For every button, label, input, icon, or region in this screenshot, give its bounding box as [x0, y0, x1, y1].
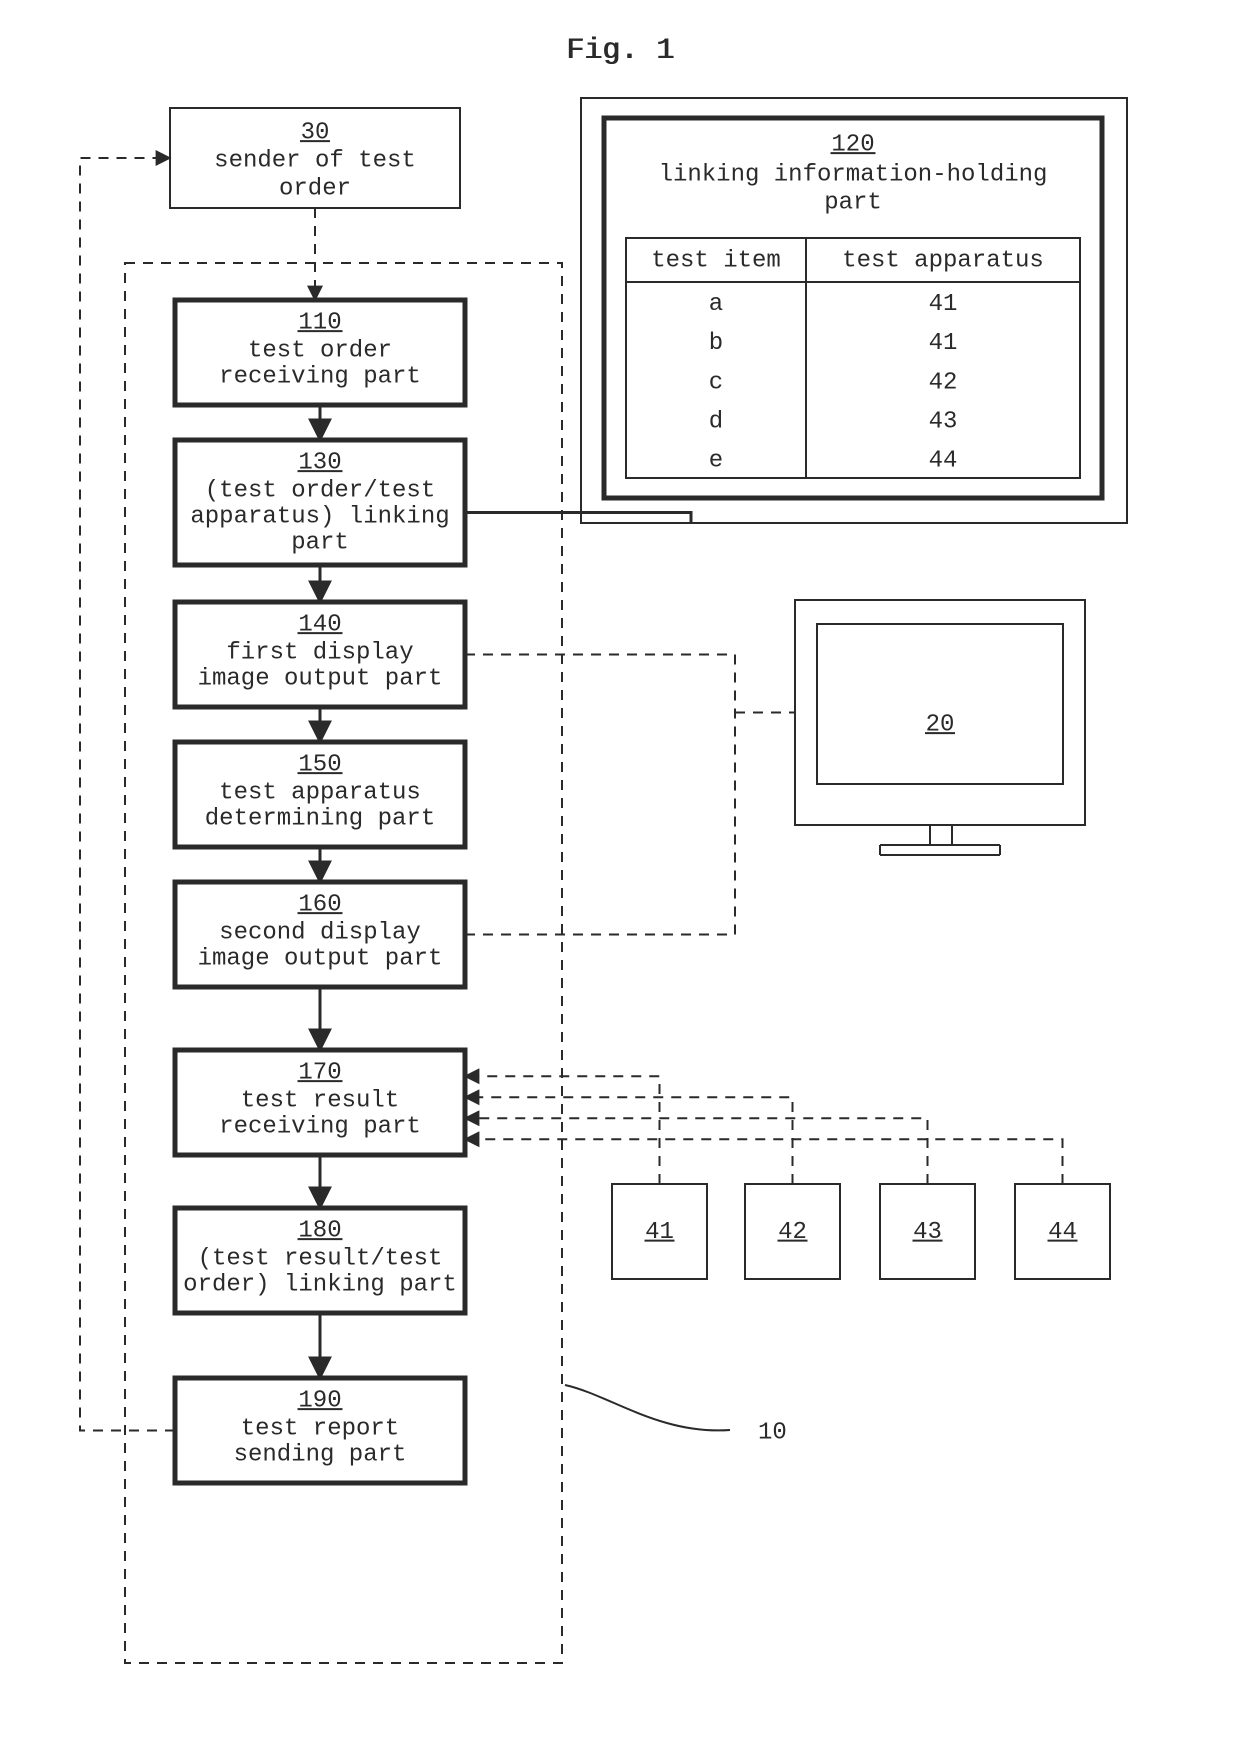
node-180: 180(test result/testorder) linking part — [175, 1208, 465, 1313]
svg-text:120: 120 — [831, 131, 874, 158]
svg-text:sending part: sending part — [234, 1441, 407, 1468]
node-140: 140first displayimage output part — [175, 602, 465, 707]
svg-text:first display: first display — [226, 639, 413, 666]
svg-text:test result: test result — [241, 1087, 399, 1114]
svg-text:second display: second display — [219, 919, 421, 946]
edges-apparatus-170 — [465, 1076, 1063, 1184]
svg-text:160: 160 — [298, 891, 341, 918]
svg-text:a: a — [709, 291, 723, 318]
svg-text:10: 10 — [758, 1419, 787, 1446]
svg-text:image output part: image output part — [198, 945, 443, 972]
apparatus-43: 43 — [880, 1184, 975, 1279]
svg-text:d: d — [709, 409, 723, 436]
svg-text:170: 170 — [298, 1059, 341, 1086]
monitor-20: 20 — [795, 600, 1085, 855]
panel-120: 120 linking information-holdingpart test i… — [581, 98, 1127, 523]
svg-text:(test order/test: (test order/test — [205, 477, 435, 504]
svg-text:30: 30 — [301, 119, 330, 146]
svg-text:44: 44 — [1048, 1219, 1077, 1246]
svg-text:130: 130 — [298, 449, 341, 476]
node-130: 130(test order/testapparatus) linkingpar… — [175, 440, 465, 565]
apparatus-42: 42 — [745, 1184, 840, 1279]
svg-text:41: 41 — [929, 330, 958, 357]
svg-text:test report: test report — [241, 1415, 399, 1442]
svg-text:180: 180 — [298, 1217, 341, 1244]
node-110: 110test orderreceiving part — [175, 300, 465, 405]
edges-to-monitor — [465, 655, 795, 935]
node-30-sender: 30sender of testorder — [170, 108, 460, 208]
svg-text:determining part: determining part — [205, 805, 435, 832]
svg-text:140: 140 — [298, 611, 341, 638]
node-160: 160second displayimage output part — [175, 882, 465, 987]
edge-120-130 — [465, 513, 691, 524]
svg-text:c: c — [709, 369, 723, 396]
svg-text:e: e — [709, 448, 723, 475]
svg-text:test apparatus: test apparatus — [842, 247, 1044, 274]
svg-text:44: 44 — [929, 448, 958, 475]
svg-text:Fig. 1: Fig. 1 — [567, 34, 675, 68]
apparatus-44: 44 — [1015, 1184, 1110, 1279]
svg-text:order) linking part: order) linking part — [183, 1271, 457, 1298]
svg-text:190: 190 — [298, 1387, 341, 1414]
svg-text:apparatus) linking: apparatus) linking — [190, 503, 449, 530]
svg-text:sender of test: sender of test — [214, 147, 416, 174]
svg-text:42: 42 — [778, 1219, 807, 1246]
svg-text:order: order — [279, 175, 351, 202]
svg-text:20: 20 — [926, 711, 955, 738]
svg-text:41: 41 — [929, 291, 958, 318]
svg-text:(test result/test: (test result/test — [198, 1245, 443, 1272]
svg-text:test order: test order — [248, 337, 392, 364]
svg-text:part: part — [824, 189, 882, 216]
svg-text:receiving part: receiving part — [219, 1113, 421, 1140]
svg-text:41: 41 — [645, 1219, 674, 1246]
svg-text:image output part: image output part — [198, 665, 443, 692]
svg-text:43: 43 — [929, 409, 958, 436]
diagram-canvas: Fig. 1Fig. 130sender of testorder110test… — [0, 0, 1240, 1756]
svg-text:test item: test item — [651, 247, 781, 274]
svg-text:linking information-holding: linking information-holding — [659, 161, 1048, 188]
callout-10: 10 — [565, 1385, 787, 1446]
figure-title: Fig. 1Fig. 1 — [566, 34, 675, 68]
svg-text:42: 42 — [929, 369, 958, 396]
svg-text:b: b — [709, 330, 723, 357]
svg-text:110: 110 — [298, 309, 341, 336]
svg-text:part: part — [291, 529, 349, 556]
node-190: 190test reportsending part — [175, 1378, 465, 1483]
svg-text:150: 150 — [298, 751, 341, 778]
edge-190-30 — [80, 158, 175, 1431]
svg-text:test apparatus: test apparatus — [219, 779, 421, 806]
svg-text:receiving part: receiving part — [219, 363, 421, 390]
apparatus-41: 41 — [612, 1184, 707, 1279]
svg-text:43: 43 — [913, 1219, 942, 1246]
table-120: test item test apparatus a 41 b 41 c 42 d 43 e 44 — [626, 238, 1080, 478]
node-170: 170test resultreceiving part — [175, 1050, 465, 1155]
node-150: 150test apparatusdetermining part — [175, 742, 465, 847]
